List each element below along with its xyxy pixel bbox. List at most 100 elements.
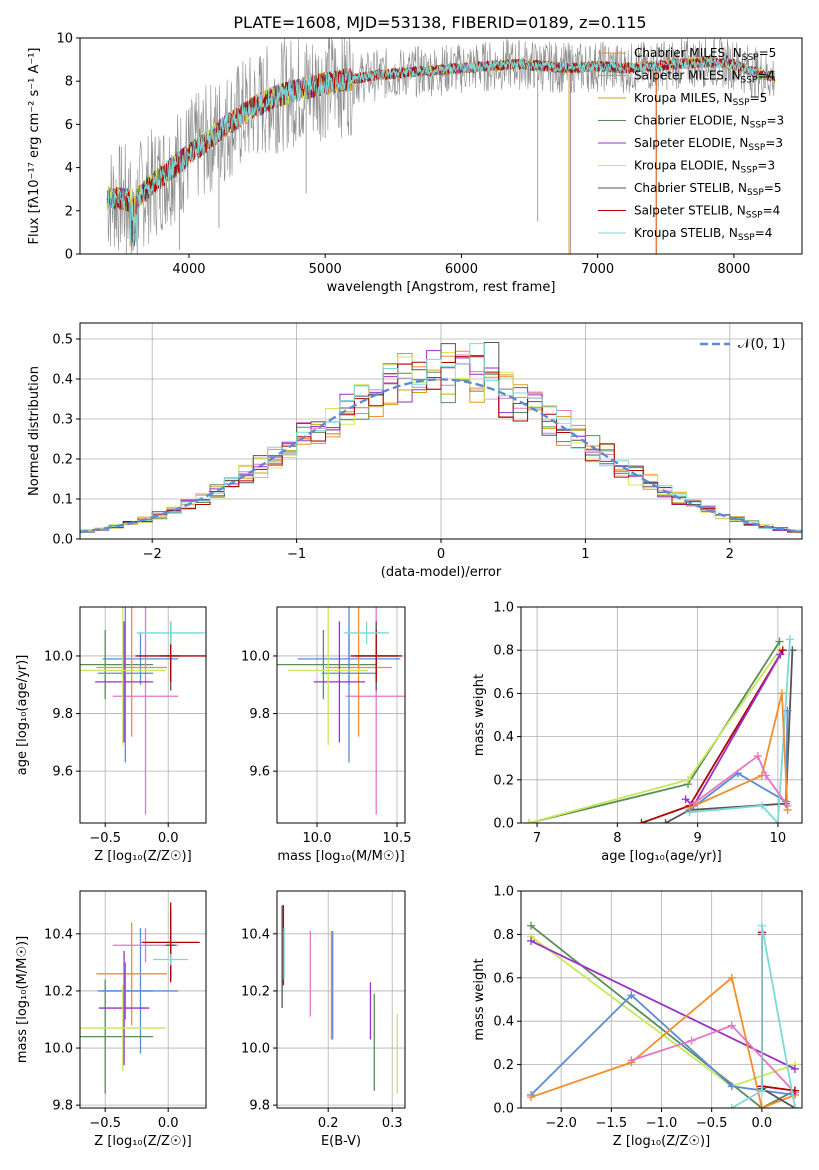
- mass-weight-marker: [761, 771, 770, 780]
- y-tick-label: 10: [56, 32, 73, 47]
- y-tick-label: 9.6: [52, 765, 73, 780]
- axes-frame: [520, 890, 803, 1109]
- y-tick-label: 0.4: [52, 373, 73, 388]
- mass-weight-marker: [685, 803, 694, 812]
- legend-label: Salpeter STELIB, NSSP=4: [634, 204, 780, 221]
- legend-label-tail: =5: [750, 91, 768, 105]
- y-tick-label: 1.0: [493, 601, 514, 616]
- mass-weight-marker: [627, 1056, 636, 1065]
- mass-weight-marker: [637, 819, 646, 823]
- mass-weight-marker: [527, 1093, 536, 1102]
- mass-weight-marker: [778, 646, 787, 655]
- y-tick-label: 10.0: [44, 649, 73, 664]
- legend-label: Kroupa STELIB, NSSP=4: [634, 226, 772, 243]
- mass-weight-line: [693, 754, 789, 807]
- errorbar-point: [153, 953, 189, 966]
- x-tick-label: −0.5: [89, 1116, 121, 1131]
- mass-weight-marker: [525, 819, 534, 823]
- panel-mass-vs-ebv: 0.2 0.3 9.8 10.0 10.2 10.4 E(B-V): [241, 890, 406, 1149]
- mass-weight-marker: [527, 936, 536, 945]
- y-tick-label: 9.8: [52, 707, 73, 722]
- legend-label-sub: SSP: [750, 121, 767, 131]
- y-tick-label: 0.5: [52, 333, 73, 348]
- legend-label-main: Salpeter MILES, N: [634, 69, 741, 83]
- y-axis-label: mass weight: [472, 674, 487, 756]
- mass-weight-line: [530, 924, 796, 1108]
- y-tick-label: 0.0: [52, 533, 73, 548]
- mass-weight-marker: [661, 819, 670, 823]
- x-axis-label: E(B-V): [321, 1134, 361, 1149]
- panel-residuals: −2 −1 0 1 2 0.0 0.1 0.2 0.3 0.4 0.5 (data-model)/er…: [27, 322, 803, 580]
- legend-label: Salpeter ELODIE, NSSP=3: [634, 136, 783, 153]
- x-tick-label: −0.5: [696, 1116, 728, 1131]
- mass-weight-marker: [757, 801, 766, 810]
- y-tick-label: 9.8: [52, 1099, 73, 1114]
- axes-frame: [520, 606, 803, 824]
- x-tick-label: −1: [287, 547, 306, 562]
- y-tick-label: 0.8: [493, 644, 514, 659]
- axes-frame: [276, 606, 406, 824]
- errorbar-point: [96, 607, 167, 737]
- y-tick-label: 9.8: [249, 707, 270, 722]
- panel-massweight-vs-age: 7 8 9 10 0.0 0.2 0.4 0.6 0.8 1.0 age [log₁₀(age/yr…: [472, 601, 803, 864]
- y-tick-label: 10.0: [241, 649, 270, 664]
- y-tick-label: 9.8: [249, 1099, 270, 1114]
- legend-label-main: Chabrier ELODIE, N: [634, 114, 750, 128]
- mass-weight-line: [530, 976, 796, 1108]
- panel-age-vs-Z: −0.5 0.0 9.6 9.8 10.0 Z [log₁₀(Z/Z☉)] age [log…: [15, 606, 207, 864]
- legend-label-tail: =5: [759, 46, 777, 60]
- x-tick-label: 2: [726, 547, 734, 562]
- mass-weight-marker: [727, 973, 736, 982]
- errorbar-point: [98, 950, 150, 1066]
- plot-area: [80, 902, 200, 1094]
- mass-weight-marker: [757, 921, 766, 930]
- x-axis-label: wavelength [Angstrom, rest frame]: [327, 280, 556, 295]
- x-tick-label: −2: [143, 547, 162, 562]
- errorbar-point: [321, 607, 377, 763]
- panel-mass-vs-Z: −0.5 0.0 9.8 10.0 10.2 10.4 Z [log₁₀(Z/Z☉)] mas…: [15, 890, 207, 1149]
- x-tick-label: 9: [693, 831, 701, 846]
- y-tick-label: 0.6: [493, 687, 514, 702]
- panel-spectrum: 4000 5000 6000 7000 8000 0 2 4 6 8 10 wavelength [A…: [27, 32, 803, 295]
- x-tick-label: 10.5: [383, 831, 412, 846]
- mass-weight-marker: [790, 1064, 799, 1073]
- errorbar-point: [345, 607, 405, 815]
- plot-area: [277, 607, 405, 815]
- y-tick-label: 0.2: [52, 453, 73, 468]
- mass-weight-marker: [727, 1021, 736, 1030]
- figure-title: PLATE=1608, MJD=53138, FIBERID=0189, z=0…: [233, 13, 646, 32]
- errorbar-point: [96, 922, 167, 1026]
- errorbar-point: [102, 632, 179, 685]
- legend-label-tail: =3: [765, 136, 783, 150]
- x-tick-label: 5000: [309, 262, 342, 277]
- y-tick-label: 1.0: [493, 885, 514, 900]
- mass-weight-marker: [775, 637, 784, 646]
- legend-label-sub: SSP: [741, 166, 758, 176]
- errorbar-point: [344, 621, 389, 645]
- x-tick-label: 7: [533, 831, 541, 846]
- x-tick-label: 0.3: [382, 1116, 403, 1131]
- x-axis-label: Z [log₁₀(Z/Z☉)]: [94, 849, 191, 864]
- y-tick-label: 0.6: [493, 971, 514, 986]
- mass-weight-line: [731, 925, 796, 1108]
- errorbar-point: [141, 902, 200, 983]
- y-tick-label: 0.4: [493, 730, 514, 745]
- mass-weight-marker: [681, 795, 690, 804]
- errorbar-point: [136, 621, 205, 645]
- errorbar-point: [277, 630, 377, 700]
- mass-weight-line: [689, 710, 789, 811]
- legend-label: Kroupa ELODIE, NSSP=3: [634, 159, 775, 176]
- x-tick-label: 8000: [717, 262, 750, 277]
- mass-weight-marker: [727, 1104, 736, 1108]
- y-tick-label: 10.4: [241, 927, 270, 942]
- legend-label-tail: =5: [764, 181, 782, 195]
- x-tick-label: 6000: [445, 262, 478, 277]
- mass-weight-marker: [757, 1086, 766, 1095]
- x-axis-label: Z [log₁₀(Z/Z☉)]: [94, 1134, 191, 1149]
- legend-label-sub: SSP: [741, 76, 758, 86]
- mass-weight-marker: [687, 1036, 696, 1045]
- y-axis-label: age [log₁₀(age/yr)]: [15, 655, 30, 776]
- mass-weight-marker: [689, 799, 698, 808]
- legend-label-main: Salpeter ELODIE, N: [634, 136, 748, 150]
